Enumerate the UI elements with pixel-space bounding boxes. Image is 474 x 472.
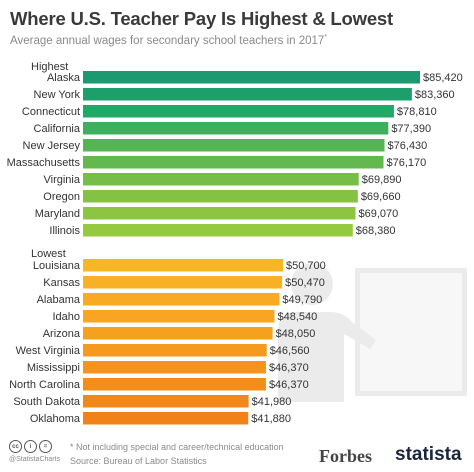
forbes-logo: Forbes	[319, 446, 372, 466]
category-label-louisiana: Louisiana	[33, 260, 81, 272]
bar-louisiana	[83, 259, 284, 272]
source-note: Source: Bureau of Labor Statistics	[70, 456, 207, 466]
subtitle-text: Average annual wages for secondary schoo…	[10, 34, 325, 47]
statista-handle: @StatistaCharts	[9, 456, 61, 463]
group-label-highest: Highest	[31, 61, 69, 73]
teacher-illustration	[278, 263, 467, 402]
bar-california	[83, 122, 389, 135]
bar-massachusetts	[83, 156, 384, 169]
group-label-lowest: Lowest	[31, 248, 66, 260]
value-label-oklahoma: $41,880	[251, 413, 291, 425]
value-label-north-carolina: $46,370	[269, 379, 309, 391]
license-icons: cc i =	[9, 440, 52, 453]
value-label-idaho: $48,540	[278, 311, 318, 323]
category-label-new-jersey: New Jersey	[23, 140, 81, 152]
value-label-south-dakota: $41,980	[252, 396, 292, 408]
category-label-west-virginia: West Virginia	[16, 345, 81, 357]
category-label-arizona: Arizona	[43, 328, 81, 340]
illustration-board-inner	[360, 273, 462, 391]
category-label-oregon: Oregon	[43, 191, 80, 203]
bar-alaska	[83, 71, 420, 84]
chart-subtitle: Average annual wages for secondary schoo…	[10, 34, 327, 47]
category-label-illinois: Illinois	[49, 225, 80, 237]
category-label-massachusetts: Massachusetts	[7, 157, 81, 169]
category-label-north-carolina: North Carolina	[9, 379, 81, 391]
bars-layer: Alaska $85,420 New York $83,360 Connecticut $…	[7, 71, 463, 425]
category-label-oklahoma: Oklahoma	[30, 413, 81, 425]
value-label-oregon: $69,660	[361, 191, 401, 203]
category-label-mississippi: Mississippi	[27, 362, 80, 374]
value-label-louisiana: $50,700	[286, 260, 326, 272]
bar-oklahoma	[83, 412, 249, 425]
value-label-arizona: $48,050	[276, 328, 316, 340]
bar-alabama	[83, 293, 280, 306]
category-label-kansas: Kansas	[43, 277, 80, 289]
value-label-connecticut: $78,810	[397, 106, 437, 118]
category-label-maryland: Maryland	[35, 208, 80, 220]
bar-maryland	[83, 207, 356, 220]
value-label-alabama: $49,790	[282, 294, 322, 306]
bar-north-carolina	[83, 378, 266, 391]
value-label-alaska: $85,420	[423, 72, 463, 84]
category-label-california: California	[34, 123, 81, 135]
chart-title: Where U.S. Teacher Pay Is Highest & Lowe…	[10, 8, 393, 29]
statista-logo: statista	[395, 444, 462, 465]
value-label-west-virginia: $46,560	[270, 345, 310, 357]
bar-west-virginia	[83, 344, 267, 357]
category-label-south-dakota: South Dakota	[13, 396, 81, 408]
illustration-body	[278, 312, 376, 402]
category-label-virginia: Virginia	[44, 174, 81, 186]
bar-oregon	[83, 190, 358, 203]
category-label-idaho: Idaho	[52, 311, 80, 323]
bar-virginia	[83, 173, 359, 186]
value-label-mississippi: $46,370	[269, 362, 309, 374]
value-label-new-jersey: $76,430	[388, 140, 428, 152]
value-label-illinois: $68,380	[356, 225, 396, 237]
no-derivatives-icon: =	[39, 440, 52, 453]
category-label-alaska: Alaska	[47, 72, 81, 84]
subtitle-footnote-mark: *	[324, 34, 328, 41]
category-label-alabama: Alabama	[37, 294, 81, 306]
bar-connecticut	[83, 105, 394, 118]
bar-idaho	[83, 310, 275, 323]
bar-kansas	[83, 276, 283, 289]
category-label-connecticut: Connecticut	[22, 106, 80, 118]
bar-new-jersey	[83, 139, 385, 152]
illustration-head	[291, 263, 333, 305]
bar-south-dakota	[83, 395, 249, 408]
value-label-massachusetts: $76,170	[387, 157, 427, 169]
cc-icon: cc	[9, 440, 22, 453]
category-label-new-york: New York	[34, 89, 81, 101]
bar-mississippi	[83, 361, 266, 374]
value-label-new-york: $83,360	[415, 89, 455, 101]
bar-arizona	[83, 327, 273, 340]
attribution-icon: i	[24, 440, 37, 453]
value-label-kansas: $50,470	[285, 277, 325, 289]
bar-illinois	[83, 224, 353, 237]
value-label-virginia: $69,890	[362, 174, 402, 186]
bar-new-york	[83, 88, 412, 101]
value-label-california: $77,390	[391, 123, 431, 135]
value-label-maryland: $69,070	[358, 208, 398, 220]
footnote: * Not including special and career/techn…	[70, 442, 284, 452]
